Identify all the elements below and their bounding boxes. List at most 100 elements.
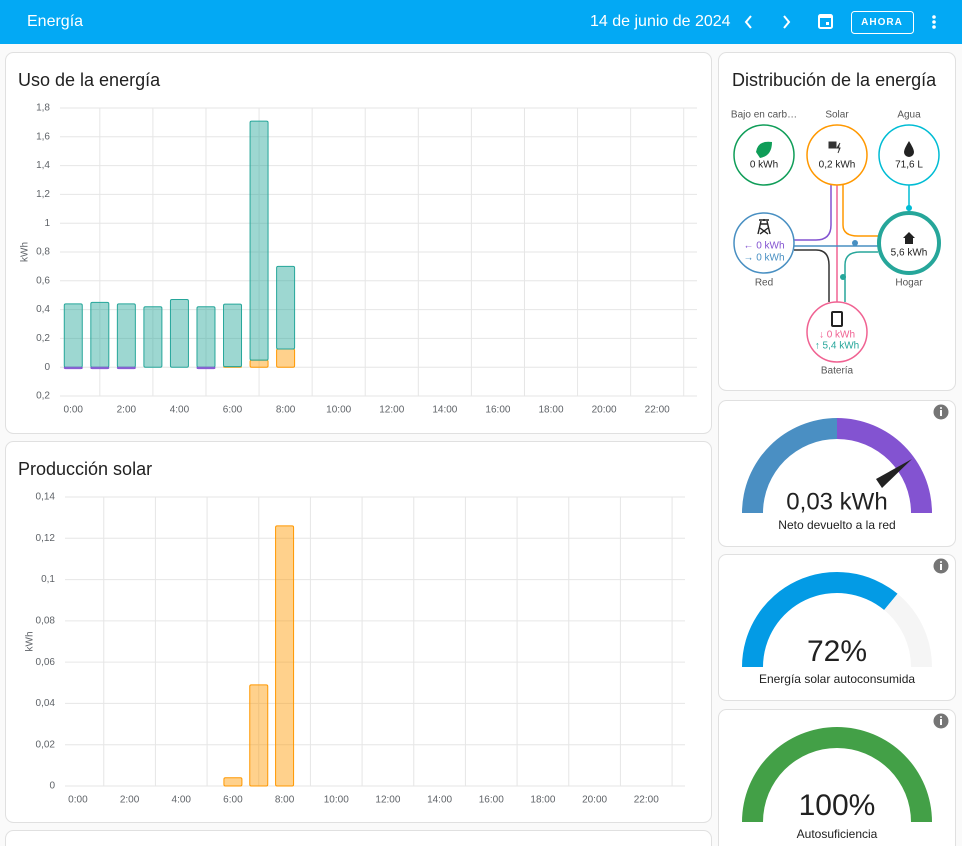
grid-node[interactable] (733, 212, 795, 274)
x-tick-label: 8:00 (275, 795, 295, 806)
gauge-caption: Energía solar autoconsumida (759, 672, 915, 686)
solar-node[interactable] (806, 124, 868, 186)
calendar-button[interactable] (818, 14, 833, 29)
bar (275, 525, 295, 787)
y-tick-label: 0,12 (36, 533, 56, 544)
node-label: Bajo en carb… (731, 110, 797, 121)
next-button[interactable] (783, 15, 791, 29)
bar (196, 306, 216, 368)
y-axis-label: kWh (20, 242, 31, 262)
bar (116, 366, 136, 370)
y-tick-label: 1,4 (36, 160, 50, 171)
x-tick-label: 2:00 (120, 795, 140, 806)
y-tick-label: 0,8 (36, 247, 50, 258)
y-tick-label: 0,1 (41, 574, 55, 585)
y-tick-label: 1,2 (36, 189, 50, 200)
bar (276, 265, 296, 350)
x-tick-label: 16:00 (485, 405, 510, 416)
node-label: Agua (897, 110, 921, 121)
gauge-value: 100% (799, 789, 876, 822)
bar (90, 366, 110, 370)
now-button[interactable] (851, 11, 914, 34)
x-tick-label: 6:00 (223, 405, 243, 416)
y-tick-label: 1,6 (36, 131, 50, 142)
node-value: 71,6 L (895, 160, 923, 171)
x-tick-label: 2:00 (117, 405, 137, 416)
prev-button[interactable] (744, 15, 752, 29)
bar (90, 301, 110, 368)
bar (249, 359, 269, 368)
y-tick-label: 1,8 (36, 103, 50, 114)
x-tick-label: 4:00 (172, 795, 192, 806)
info-icon[interactable] (933, 558, 949, 574)
node-value: ← 0 kWh (743, 241, 784, 252)
node-value: ↑ 5,4 kWh (815, 341, 859, 352)
flow-dot (840, 274, 846, 280)
gauge-card (718, 709, 956, 846)
node-label: Batería (821, 366, 854, 377)
flow-lines (794, 185, 910, 302)
x-tick-label: 10:00 (324, 795, 349, 806)
x-tick-label: 20:00 (582, 795, 607, 806)
y-tick-label: 0,2 (36, 333, 50, 344)
x-tick-label: 6:00 (223, 795, 243, 806)
node-value: 0 kWh (750, 160, 778, 171)
info-icon[interactable] (933, 404, 949, 420)
menu-button[interactable] (932, 15, 936, 29)
battery-node[interactable] (806, 301, 868, 363)
gauge-needle (876, 459, 912, 488)
gauge-arc (742, 572, 898, 667)
flow-dot (852, 240, 858, 246)
gauge-arc (837, 418, 932, 513)
bar (63, 303, 83, 368)
bar (249, 684, 269, 787)
x-tick-label: 0:00 (68, 795, 88, 806)
y-tick-label: 0,06 (36, 657, 56, 668)
x-tick-label: 8:00 (276, 405, 296, 416)
node-value: ↓ 0 kWh (819, 330, 855, 341)
x-tick-label: 14:00 (427, 795, 452, 806)
x-tick-label: 16:00 (479, 795, 504, 806)
bar (223, 303, 243, 368)
y-tick-label: 0,04 (36, 698, 56, 709)
node-label: Hogar (895, 278, 923, 289)
bar (249, 120, 269, 361)
home-icon (903, 232, 915, 244)
y-tick-label: 0,14 (36, 492, 56, 503)
x-tick-label: 4:00 (170, 405, 190, 416)
gauge-arc (742, 418, 837, 513)
bar (276, 348, 296, 368)
x-tick-label: 0:00 (64, 405, 84, 416)
card-title: Distribución de la energía (732, 70, 937, 90)
node-label: Red (755, 278, 773, 289)
now-button-label[interactable]: AHORA (861, 17, 903, 28)
gauge-value: 72% (807, 635, 867, 668)
date: 14 de junio de 2024 (590, 13, 731, 30)
solar-card (5, 441, 712, 823)
x-tick-label: 22:00 (634, 795, 659, 806)
node-label: Solar (825, 110, 849, 121)
x-tick-label: 18:00 (539, 405, 564, 416)
y-tick-label: 0 (49, 781, 55, 792)
gauge-card (718, 554, 956, 701)
usage-card (5, 52, 712, 434)
node-value: 5,6 kWh (891, 248, 928, 259)
x-tick-label: 12:00 (375, 795, 400, 806)
y-axis-label: kWh (25, 632, 36, 652)
y-tick-label: 0,6 (36, 275, 50, 286)
info-icon[interactable] (933, 713, 949, 729)
node-value: → 0 kWh (743, 253, 784, 264)
next-card (5, 830, 712, 846)
x-tick-label: 14:00 (432, 405, 457, 416)
y-tick-label: 0,2 (36, 391, 50, 402)
tower-icon (757, 219, 771, 235)
gauge-track (884, 593, 932, 667)
solar-icon (828, 141, 841, 154)
y-tick-label: 0,02 (36, 739, 56, 750)
battery-icon (831, 311, 843, 327)
gauge-card (718, 400, 956, 547)
bar (143, 306, 163, 368)
y-tick-label: 0,08 (36, 615, 56, 626)
